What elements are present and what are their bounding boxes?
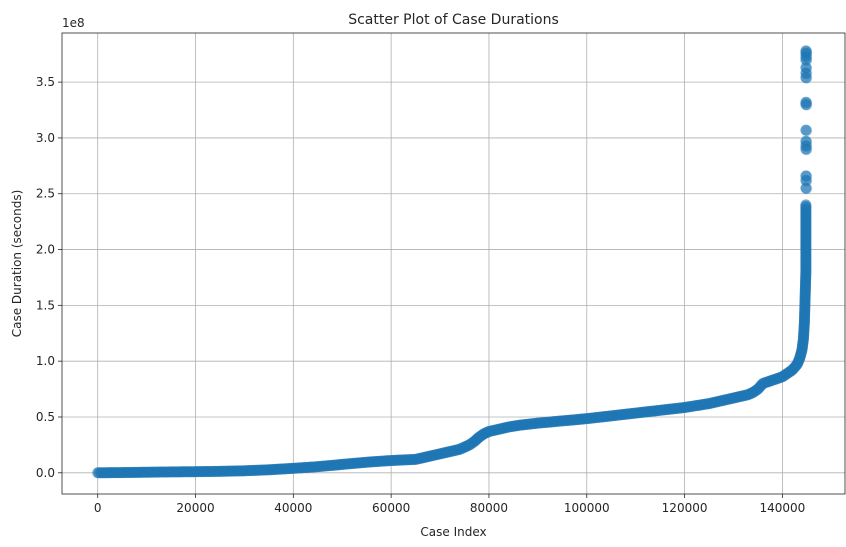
data-point bbox=[801, 46, 812, 57]
x-tick-label: 100000 bbox=[564, 501, 610, 515]
data-point bbox=[801, 171, 812, 182]
chart-title: Scatter Plot of Case Durations bbox=[348, 12, 559, 28]
x-tick-label: 80000 bbox=[470, 501, 508, 515]
x-tick-label: 0 bbox=[94, 501, 102, 515]
data-point bbox=[801, 136, 812, 147]
y-tick-label: 2.5 bbox=[36, 187, 55, 201]
y-offset-label: 1e8 bbox=[62, 16, 85, 30]
y-tick-label: 0.5 bbox=[36, 410, 55, 424]
x-tick-label: 60000 bbox=[372, 501, 410, 515]
x-tick-label: 140000 bbox=[759, 501, 805, 515]
y-tick-label: 3.0 bbox=[36, 131, 55, 145]
y-tick-label: 0.0 bbox=[36, 466, 55, 480]
data-point bbox=[801, 125, 812, 136]
data-point bbox=[800, 199, 811, 210]
x-tick-label: 120000 bbox=[662, 501, 708, 515]
x-axis-label: Case Index bbox=[420, 525, 486, 539]
y-tick-label: 1.0 bbox=[36, 354, 55, 368]
y-tick-label: 1.5 bbox=[36, 298, 55, 312]
y-axis-label: Case Duration (seconds) bbox=[10, 190, 24, 338]
y-tick-label: 2.0 bbox=[36, 243, 55, 257]
data-point bbox=[801, 97, 812, 108]
x-tick-label: 20000 bbox=[176, 501, 214, 515]
x-tick-label: 40000 bbox=[274, 501, 312, 515]
y-tick-label: 3.5 bbox=[36, 75, 55, 89]
